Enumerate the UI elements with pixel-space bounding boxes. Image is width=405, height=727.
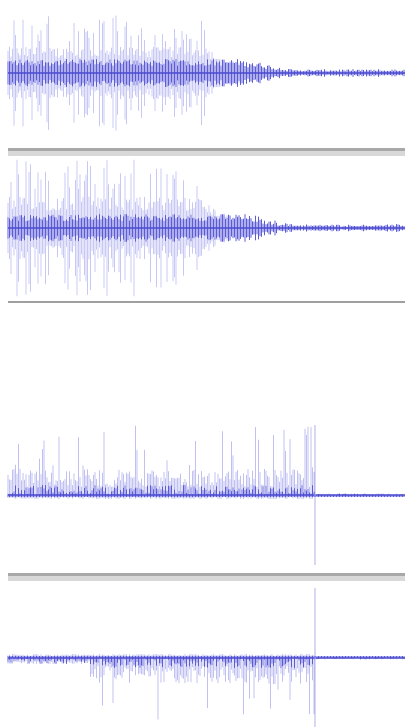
track-separator bbox=[8, 148, 405, 151]
track-separator bbox=[8, 573, 405, 576]
track-separator bbox=[8, 576, 405, 581]
track-separator bbox=[8, 151, 405, 156]
